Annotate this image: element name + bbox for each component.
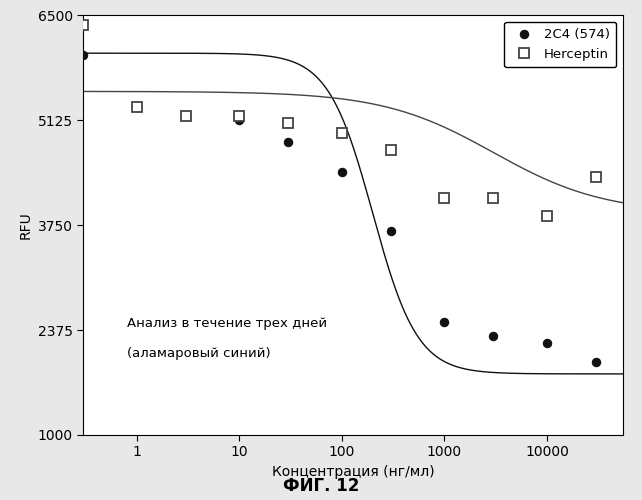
Line: 2C4 (574): 2C4 (574)	[80, 50, 600, 366]
Text: ФИГ. 12: ФИГ. 12	[283, 477, 359, 495]
2C4 (574)	[543, 340, 551, 346]
Line: Herceptin: Herceptin	[78, 20, 601, 220]
2C4 (574)	[440, 319, 448, 325]
Herceptin	[182, 113, 190, 119]
2C4 (574)	[387, 228, 395, 234]
Legend: 2C4 (574), Herceptin: 2C4 (574), Herceptin	[504, 22, 616, 68]
2C4 (574)	[182, 113, 190, 119]
2C4 (574)	[284, 139, 292, 145]
Herceptin	[236, 113, 243, 119]
Text: Анализ в течение трех дней: Анализ в течение трех дней	[126, 318, 327, 330]
Herceptin	[80, 22, 87, 28]
Herceptin	[133, 104, 141, 110]
Y-axis label: RFU: RFU	[19, 211, 32, 239]
Herceptin	[592, 174, 600, 180]
Herceptin	[543, 213, 551, 219]
Herceptin	[387, 147, 395, 153]
X-axis label: Концентрация (нг/мл): Концентрация (нг/мл)	[272, 465, 435, 479]
2C4 (574)	[489, 332, 497, 338]
2C4 (574)	[338, 168, 346, 174]
2C4 (574)	[236, 118, 243, 124]
Herceptin	[489, 196, 497, 202]
Herceptin	[338, 130, 346, 136]
2C4 (574)	[133, 104, 141, 110]
Herceptin	[284, 120, 292, 126]
Herceptin	[440, 194, 448, 200]
2C4 (574)	[80, 52, 87, 58]
Text: (аламаровый синий): (аламаровый синий)	[126, 347, 270, 360]
2C4 (574)	[592, 360, 600, 366]
